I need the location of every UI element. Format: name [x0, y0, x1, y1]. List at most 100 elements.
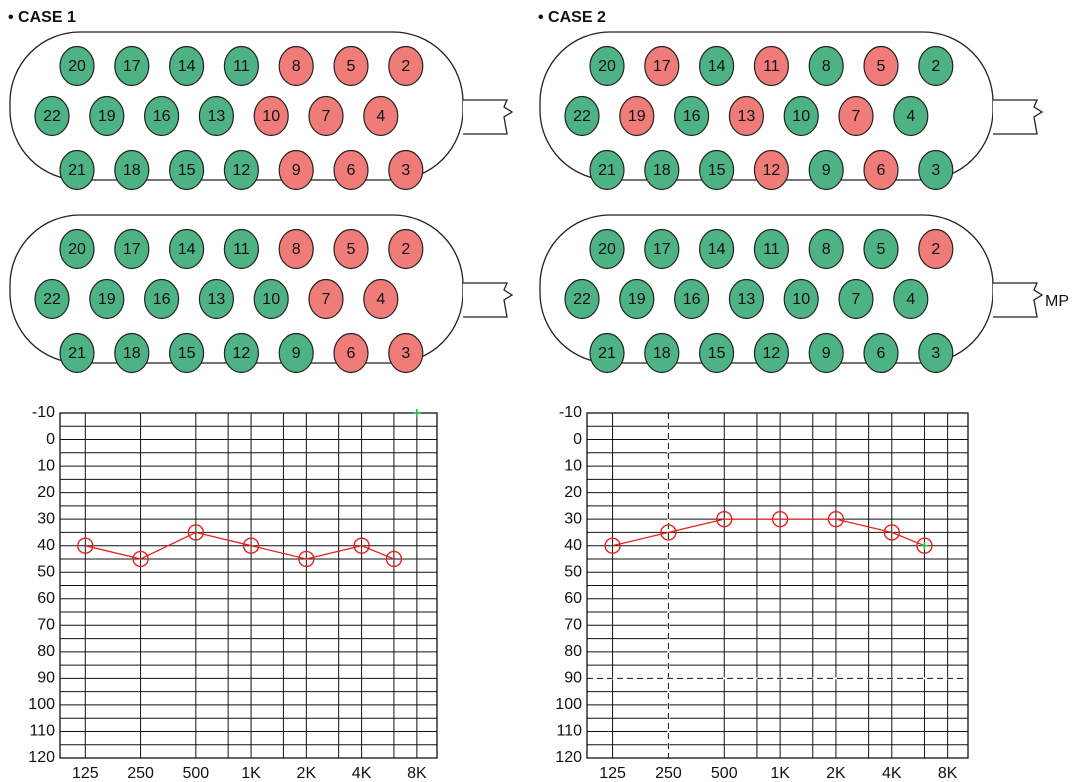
y-tick-label: 90	[564, 670, 582, 687]
x-tick-label: 250	[655, 765, 682, 782]
y-tick-label: 100	[28, 696, 55, 713]
y-tick-label: 30	[564, 510, 582, 527]
electrode-label: 11	[233, 58, 250, 75]
electrode-label: 8	[292, 241, 301, 258]
electrode-label: 19	[98, 291, 116, 308]
electrode-label: 15	[178, 162, 196, 179]
y-tick-label: 70	[564, 617, 582, 634]
electrode-label: 5	[877, 241, 886, 258]
x-tick-label: 4K	[352, 765, 372, 782]
connector	[993, 100, 1042, 134]
electrode-label: 20	[68, 58, 86, 75]
x-tick-label: 500	[711, 765, 738, 782]
y-tick-label: 60	[37, 590, 55, 607]
electrode-label: 15	[708, 162, 726, 179]
y-tick-label: 90	[37, 670, 55, 687]
electrode-label: 21	[598, 345, 616, 362]
y-tick-label: 100	[555, 696, 582, 713]
electrode-label: 19	[98, 108, 116, 125]
y-tick-label: 20	[37, 484, 55, 501]
x-tick-label: 2K	[826, 765, 846, 782]
electrode-label: 22	[43, 108, 61, 125]
electrode-label: 7	[322, 291, 331, 308]
electrode-label: 22	[43, 291, 61, 308]
electrode-label: 12	[763, 162, 781, 179]
electrode-label: 3	[401, 345, 410, 362]
electrode-label: 18	[123, 345, 141, 362]
y-tick-label: 80	[564, 643, 582, 660]
electrode-label: 9	[292, 345, 301, 362]
electrode-label: 5	[877, 58, 886, 75]
electrode-label: 10	[792, 108, 810, 125]
electrode-label: 11	[763, 241, 780, 258]
y-tick-label: 40	[564, 537, 582, 554]
electrode-label: 16	[683, 108, 701, 125]
electrode-label: 22	[573, 291, 591, 308]
y-tick-label: 70	[37, 617, 55, 634]
x-tick-label: 125	[72, 765, 99, 782]
electrode-label: 14	[708, 241, 726, 258]
y-tick-label: 120	[28, 749, 55, 766]
electrode-label: 6	[877, 162, 886, 179]
electrode-label: 20	[598, 58, 616, 75]
x-tick-label: 4K	[882, 765, 902, 782]
electrode-label: 9	[822, 162, 831, 179]
electrode-label: 4	[376, 291, 385, 308]
y-tick-label: 0	[573, 431, 582, 448]
electrode-label: 20	[598, 241, 616, 258]
electrode-label: 21	[598, 162, 616, 179]
electrode-label: 21	[68, 162, 86, 179]
electrode-label: 9	[822, 345, 831, 362]
electrode-label: 10	[262, 291, 280, 308]
x-tick-label: 1K	[241, 765, 261, 782]
y-tick-label: 10	[37, 457, 55, 474]
electrode-label: 8	[292, 58, 301, 75]
electrode-label: 8	[822, 241, 831, 258]
electrode-label: 13	[738, 108, 756, 125]
connector	[463, 100, 512, 134]
electrode-label: 5	[347, 58, 356, 75]
connector-label: MP	[1045, 293, 1069, 310]
electrode-label: 15	[708, 345, 726, 362]
electrode-label: 14	[178, 58, 196, 75]
x-tick-label: 500	[182, 765, 209, 782]
electrode-label: 16	[153, 291, 171, 308]
y-tick-label: 10	[564, 457, 582, 474]
data-point	[920, 542, 928, 550]
electrode-label: 9	[292, 162, 301, 179]
y-tick-label: 80	[37, 643, 55, 660]
electrode-label: 3	[931, 162, 940, 179]
electrode-label: 13	[738, 291, 756, 308]
electrode-label: 7	[852, 108, 861, 125]
y-tick-label: 110	[556, 723, 582, 740]
electrode-label: 21	[68, 345, 86, 362]
electrode-label: 3	[931, 345, 940, 362]
electrode-label: 2	[931, 241, 940, 258]
connector	[993, 283, 1042, 317]
electrode-label: 6	[347, 345, 356, 362]
electrode-label: 16	[153, 108, 171, 125]
electrode-label: 19	[628, 108, 646, 125]
electrode-label: 6	[347, 162, 356, 179]
electrode-label: 2	[931, 58, 940, 75]
y-tick-label: -10	[32, 404, 55, 421]
electrode-label: 16	[683, 291, 701, 308]
y-tick-label: 50	[564, 563, 582, 580]
electrode-label: 12	[233, 345, 251, 362]
electrode-label: 14	[178, 241, 196, 258]
electrode-label: 17	[653, 241, 671, 258]
electrode-label: 18	[653, 345, 671, 362]
x-tick-label: 125	[599, 765, 626, 782]
electrode-label: 4	[376, 108, 385, 125]
connector	[463, 283, 512, 317]
electrode-label: 4	[906, 108, 915, 125]
electrode-label: 14	[708, 58, 726, 75]
case-title: • CASE 1	[8, 9, 76, 26]
electrode-label: 12	[233, 162, 251, 179]
y-tick-label: 50	[37, 563, 55, 580]
x-tick-label: 8K	[938, 765, 958, 782]
electrode-label: 17	[653, 58, 671, 75]
x-tick-label: 250	[127, 765, 154, 782]
y-tick-label: 40	[37, 537, 55, 554]
electrode-label: 15	[178, 345, 196, 362]
